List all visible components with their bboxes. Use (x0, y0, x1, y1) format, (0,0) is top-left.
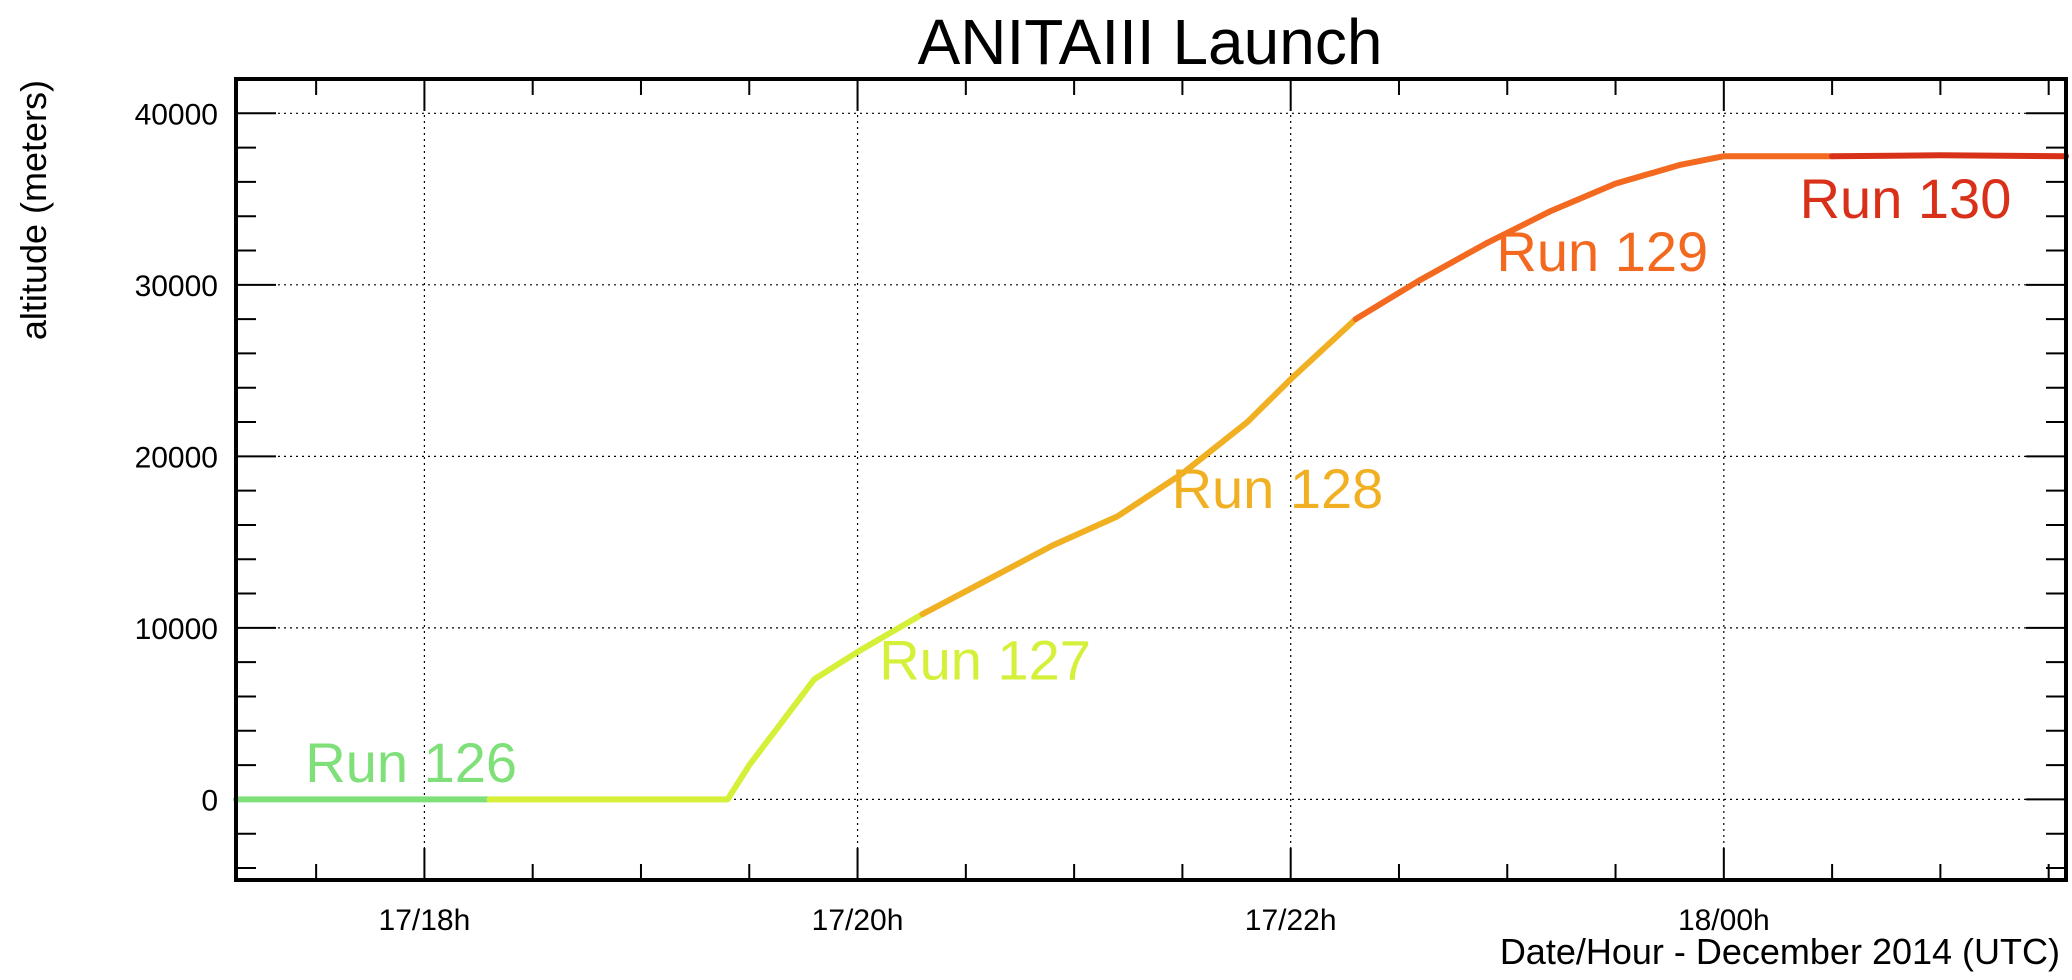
run-label-run-130: Run 130 (1800, 167, 2012, 230)
series-line-run-130 (1829, 152, 2069, 160)
y-tick-label: 20000 (135, 441, 218, 474)
x-axis-label: Date/Hour - December 2014 (UTC) (1500, 931, 2060, 972)
y-tick-label: 40000 (135, 98, 218, 131)
run-label-run-127: Run 127 (879, 628, 1091, 691)
chart-title: ANITAIII Launch (918, 6, 1383, 78)
x-tick-labels: 17/18h 17/20h 17/22h 18/00h (379, 904, 1770, 937)
x-tick-label: 17/22h (1245, 904, 1337, 937)
series-line-run-128 (919, 316, 1359, 618)
x-tick-label: 17/20h (812, 904, 904, 937)
x-tick-label: 18/00h (1678, 904, 1770, 937)
y-tick-label: 0 (201, 784, 218, 817)
run-label-run-129: Run 129 (1496, 220, 1708, 283)
run-label-run-128: Run 128 (1172, 457, 1384, 520)
run-label-run-126: Run 126 (305, 731, 517, 794)
y-tick-label: 10000 (135, 613, 218, 646)
series-layer (233, 152, 2069, 803)
run-annotations: Run 126 Run 127 Run 128 Run 129 Run 130 (305, 167, 2011, 794)
y-tick-label: 30000 (135, 270, 218, 303)
x-tick-label: 17/18h (379, 904, 471, 937)
y-axis-label: altitude (meters) (13, 80, 54, 340)
grid-lines (236, 79, 2066, 880)
series-line-run-129 (1352, 153, 1836, 323)
plot-frame (234, 77, 2068, 882)
series-line-run-127 (486, 611, 926, 803)
y-tick-labels: 0 10000 20000 30000 40000 (135, 98, 218, 817)
